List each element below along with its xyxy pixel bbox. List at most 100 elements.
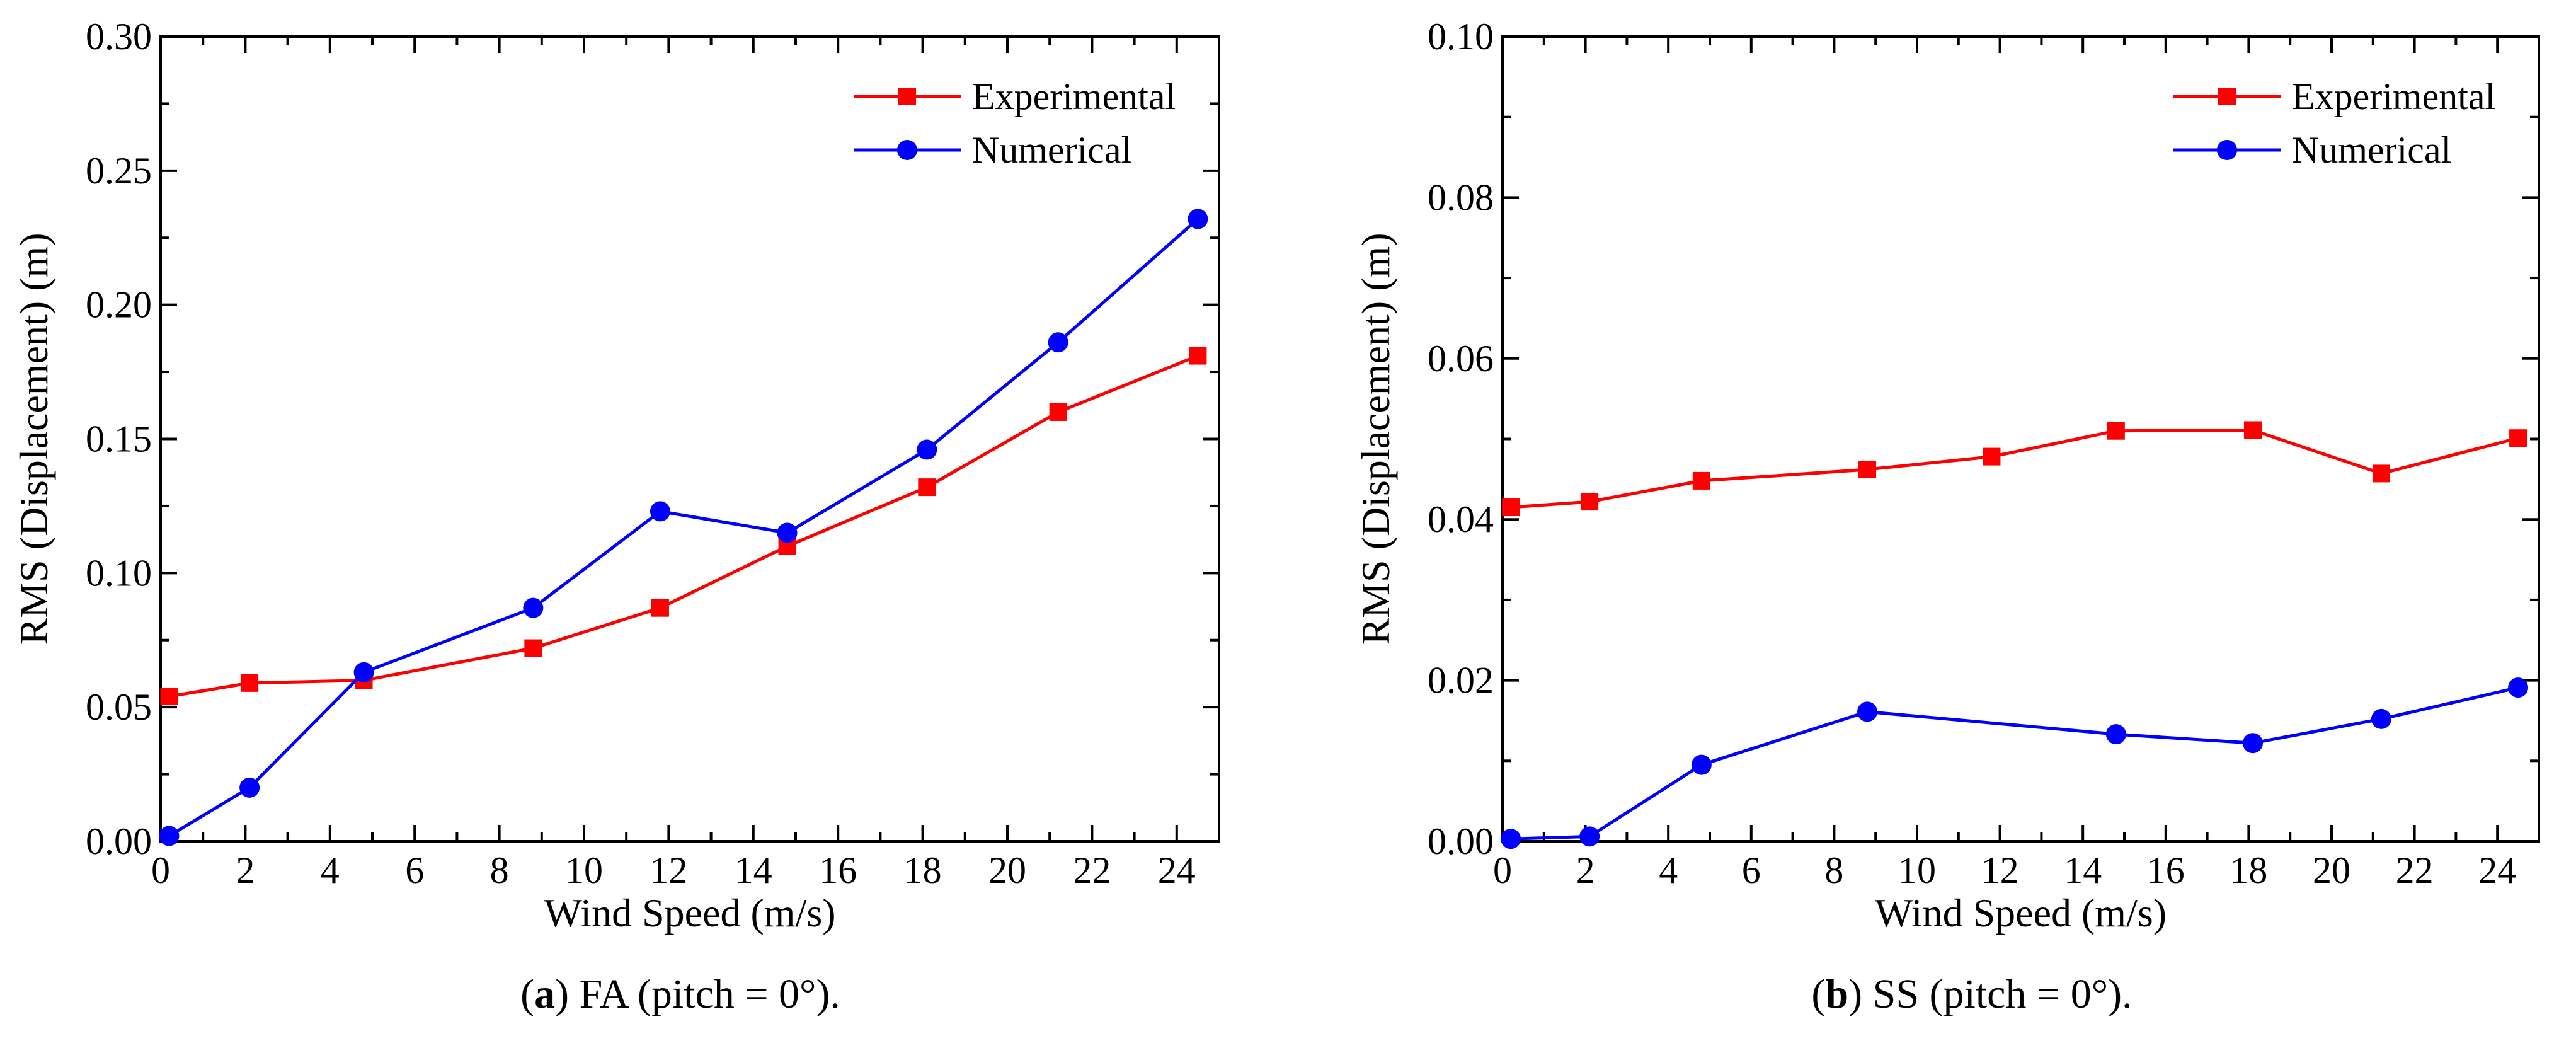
data-point-circle (353, 662, 374, 682)
y-tick-label: 0.30 (86, 16, 152, 57)
x-tick-label: 8 (1824, 849, 1843, 891)
series-numerical (1501, 677, 2529, 849)
x-tick-label: 10 (1898, 849, 1936, 891)
chart-panel-b: 0 2 4 6 8 10 12 14 16 18 20 22 240.000.020.040.060.0… (1353, 16, 2540, 935)
x-tick-label: 2 (1576, 849, 1595, 891)
x-tick-label: 12 (650, 849, 687, 891)
x-tick-label: 22 (1073, 849, 1111, 891)
y-tick-label: 0.04 (1428, 498, 1494, 540)
y-axis-title: RMS (Displacement) (m) (11, 233, 56, 645)
caption-a-letter: a (534, 971, 556, 1017)
data-point-circle (2105, 724, 2126, 745)
legend-label: Experimental (2292, 76, 2495, 117)
data-point-square (1049, 403, 1067, 421)
y-tick-label: 0.08 (1428, 176, 1494, 218)
data-point-circle (2371, 708, 2391, 729)
x-tick-label: 18 (2230, 849, 2267, 891)
series-numerical (159, 209, 1208, 846)
y-tick-label: 0.00 (1428, 821, 1494, 862)
data-point-circle (239, 777, 260, 798)
data-point-square (1581, 493, 1599, 511)
data-point-square (1983, 447, 2001, 466)
data-point-square (2372, 464, 2390, 483)
caption-b: (b) SS (pitch = 0°). (1811, 971, 2132, 1017)
x-tick-label: 8 (490, 849, 509, 891)
chart-panel-a: 0 2 4 6 8 10 12 14 16 18 20 22 240.000.050.100.150.2… (11, 16, 1220, 935)
data-point-circle (1048, 332, 1068, 353)
data-point-circle (159, 826, 180, 846)
y-tick-label: 0.10 (1428, 16, 1494, 57)
data-point-square (1692, 471, 1710, 490)
y-tick-label: 0.00 (86, 821, 152, 862)
data-point-square (524, 639, 542, 657)
x-tick-label: 18 (904, 849, 942, 891)
data-point-circle (1501, 829, 1521, 849)
series-experimental (160, 347, 1207, 706)
x-tick-label: 10 (565, 849, 603, 891)
x-tick-label: 2 (236, 849, 255, 891)
legend: Experimental Numerical (2173, 76, 2495, 171)
data-point-circle (1579, 826, 1600, 847)
data-point-square (1858, 461, 1877, 479)
x-tick-label: 12 (1981, 849, 2019, 891)
data-point-square (2509, 429, 2527, 447)
x-tick-label: 22 (2396, 849, 2434, 891)
y-tick-label: 0.25 (86, 150, 152, 192)
x-tick-label: 0 (1493, 849, 1512, 891)
caption-b-text: SS (pitch = 0°). (1862, 971, 2132, 1017)
x-tick-label: 20 (2313, 849, 2350, 891)
y-tick-label: 0.10 (86, 552, 152, 594)
x-tick-label: 16 (819, 849, 857, 891)
x-axis-title: Wind Speed (m/s) (1875, 890, 2167, 935)
y-tick-label: 0.06 (1428, 338, 1494, 379)
x-tick-label: 4 (321, 849, 340, 891)
data-point-square (1502, 498, 1520, 517)
series-line (169, 354, 1199, 698)
series-line (168, 217, 1199, 838)
x-tick-label: 14 (2064, 849, 2102, 891)
x-tick-label: 6 (1742, 849, 1761, 891)
data-point-circle (777, 522, 798, 543)
data-point-square (2243, 421, 2262, 439)
y-tick-label: 0.05 (86, 686, 152, 728)
data-point-square (2107, 422, 2125, 440)
caption-a: (a) FA (pitch = 0°). (520, 971, 840, 1017)
x-tick-label: 6 (405, 849, 424, 891)
legend-marker-square (898, 88, 916, 105)
y-tick-label: 0.15 (86, 418, 152, 460)
data-point-square (241, 674, 259, 692)
x-tick-label: 0 (151, 849, 170, 891)
x-tick-label: 4 (1659, 849, 1678, 891)
data-point-circle (1691, 754, 1712, 775)
x-tick-label: 16 (2147, 849, 2185, 891)
legend-marker-square (2218, 88, 2236, 105)
data-point-square (1189, 347, 1207, 365)
series-line (1511, 686, 2519, 841)
legend-label: Numerical (972, 129, 1131, 171)
legend-label: Numerical (2292, 129, 2451, 171)
data-point-circle (2242, 733, 2263, 754)
x-tick-label: 24 (1158, 849, 1196, 891)
legend: Experimental Numerical (854, 76, 1176, 171)
x-tick-label: 24 (2478, 849, 2516, 891)
y-tick-label: 0.20 (86, 284, 152, 326)
data-point-circle (523, 597, 544, 618)
y-axis-title: RMS (Displacement) (m) (1353, 233, 1398, 645)
series-experimental (1502, 421, 2527, 517)
legend-label: Experimental (972, 76, 1176, 117)
y-tick-label: 0.02 (1428, 660, 1494, 701)
data-point-circle (917, 439, 937, 460)
x-axis-title: Wind Speed (m/s) (544, 890, 835, 935)
data-point-square (651, 599, 669, 617)
legend-marker-circle (897, 140, 917, 160)
data-point-square (160, 688, 178, 706)
data-point-circle (2508, 677, 2529, 698)
caption-a-text: FA (pitch = 0°). (569, 971, 840, 1017)
data-point-square (918, 478, 936, 497)
x-tick-label: 20 (988, 849, 1026, 891)
data-point-circle (1857, 701, 1878, 722)
x-tick-label: 14 (735, 849, 772, 891)
series-line (1510, 428, 2519, 509)
caption-b-letter: b (1825, 971, 1849, 1017)
